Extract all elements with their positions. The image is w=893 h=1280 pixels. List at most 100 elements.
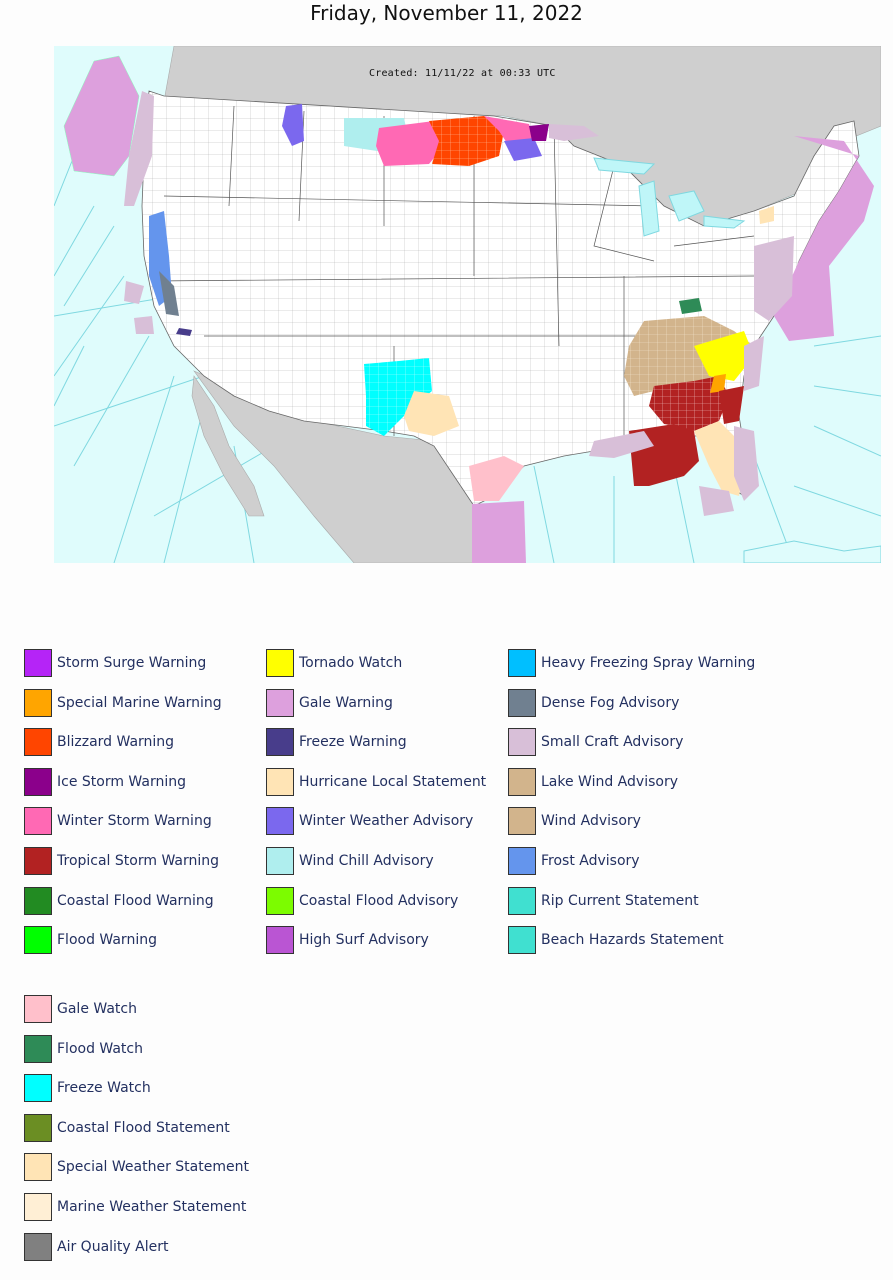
alert-special-weather-ne (759, 206, 774, 224)
legend-swatch (24, 689, 52, 717)
legend-label: Dense Fog Advisory (541, 695, 680, 711)
legend-swatch (24, 1114, 52, 1142)
legend-label: Air Quality Alert (57, 1239, 169, 1255)
legend-label: Gale Warning (299, 695, 393, 711)
legend-swatch (266, 847, 294, 875)
legend-label: Winter Weather Advisory (299, 813, 474, 829)
state-lines (153, 105, 755, 446)
legend-label: Flood Watch (57, 1041, 143, 1057)
legend-label: Tropical Storm Warning (57, 853, 219, 869)
legend-label: Beach Hazards Statement (541, 932, 724, 948)
legend-label: Ice Storm Warning (57, 774, 186, 790)
alert-small-craft-ca (124, 281, 154, 334)
legend-label: Gale Watch (57, 1001, 137, 1017)
legend-swatch (24, 926, 52, 954)
legend-swatch (24, 847, 52, 875)
legend-swatch (266, 768, 294, 796)
alert-winter-storm-mn (484, 116, 534, 146)
legend-label: Hurricane Local Statement (299, 774, 487, 790)
legend-swatch (24, 1153, 52, 1181)
legend-label: Flood Warning (57, 932, 157, 948)
legend-label: Marine Weather Statement (57, 1199, 247, 1215)
legend-swatch (24, 1035, 52, 1063)
legend-swatch (508, 689, 536, 717)
legend-label: Coastal Flood Statement (57, 1120, 230, 1136)
legend-label: Blizzard Warning (57, 734, 175, 750)
legend-label: Freeze Warning (299, 734, 407, 750)
legend-swatch (508, 807, 536, 835)
legend-swatch (266, 689, 294, 717)
legend-swatch (24, 1193, 52, 1221)
page-title: Friday, November 11, 2022 (310, 1, 583, 25)
legend-label: Wind Chill Advisory (299, 853, 434, 869)
legend-swatch (24, 1233, 52, 1261)
legend-swatch (24, 807, 52, 835)
alert-winter-weather-mn (504, 138, 542, 161)
alert-blizzard-dakota (429, 116, 504, 166)
baja-land (191, 375, 265, 517)
alert-gale-warning-pacific (63, 55, 140, 177)
alert-freeze-warning-ca (176, 328, 192, 336)
legend-swatch (508, 887, 536, 915)
alert-small-craft-gulf (589, 431, 654, 458)
great-lakes (593, 157, 746, 237)
legend-label: Rip Current Statement (541, 893, 699, 909)
legend-swatch (508, 847, 536, 875)
cuba-land (743, 540, 881, 563)
legend-swatch (508, 926, 536, 954)
alert-small-craft-ne (754, 236, 794, 321)
legend-swatch (24, 887, 52, 915)
created-timestamp: Created: 11/11/22 at 00:33 UTC (369, 68, 556, 79)
legend-label: Heavy Freezing Spray Warning (541, 655, 756, 671)
legend-label: Special Weather Statement (57, 1159, 249, 1175)
alert-gale-warning-ne (774, 136, 874, 341)
alert-tropical-storm-atl (719, 386, 744, 424)
legend-label: Storm Surge Warning (57, 655, 207, 671)
alert-ice-storm-mn (529, 124, 549, 141)
legend-swatch (508, 728, 536, 756)
legend-label: Coastal Flood Advisory (299, 893, 459, 909)
alert-small-craft-superior (549, 124, 599, 141)
alert-flood-watch-nc (679, 298, 702, 314)
legend-swatch (24, 995, 52, 1023)
alert-freeze-watch-nm (364, 358, 432, 436)
legend-swatch (24, 728, 52, 756)
alert-gale-warning-gulf (472, 501, 526, 563)
alert-winter-weather-mt (282, 104, 304, 146)
alert-tornado-watch-carolinas (694, 331, 754, 381)
legend-label: Lake Wind Advisory (541, 774, 678, 790)
legend-swatch (266, 728, 294, 756)
legend-swatch (266, 807, 294, 835)
legend-label: Tornado Watch (299, 655, 403, 671)
legend-swatch (266, 649, 294, 677)
legend-label: Special Marine Warning (57, 695, 222, 711)
legend-label: Small Craft Advisory (541, 734, 684, 750)
alert-small-craft-pacific (124, 91, 154, 206)
legend-label: Winter Storm Warning (57, 813, 212, 829)
legend-label: Frost Advisory (541, 853, 640, 869)
weather-alert-map[interactable]: Created: 11/11/22 at 00:33 UTC (54, 46, 881, 563)
legend-label: Wind Advisory (541, 813, 641, 829)
map-graphic (54, 46, 881, 563)
alert-small-craft-keys (699, 486, 734, 516)
alert-special-marine-atl (710, 374, 726, 393)
alert-dense-fog-ca (159, 271, 179, 316)
alert-gale-watch-gulf (469, 456, 524, 501)
legend-label: Freeze Watch (57, 1080, 151, 1096)
alert-wind-advisory-se (624, 316, 754, 396)
alert-hurricane-statement-fl (694, 421, 744, 496)
legend-swatch (24, 649, 52, 677)
legend-label: High Surf Advisory (299, 932, 429, 948)
legend-label: Coastal Flood Warning (57, 893, 214, 909)
legend-swatch (24, 768, 52, 796)
marine-zone-lines (54, 155, 881, 563)
legend-swatch (24, 1074, 52, 1102)
alert-small-craft-atl (734, 336, 764, 501)
legend-swatch (508, 768, 536, 796)
legend-swatch (508, 649, 536, 677)
alert-special-weather-tx (404, 391, 459, 436)
legend-swatch (266, 926, 294, 954)
legend-swatch (266, 887, 294, 915)
alert-tropical-storm-ga (649, 376, 729, 431)
alert-winter-storm-dakota (376, 121, 444, 166)
